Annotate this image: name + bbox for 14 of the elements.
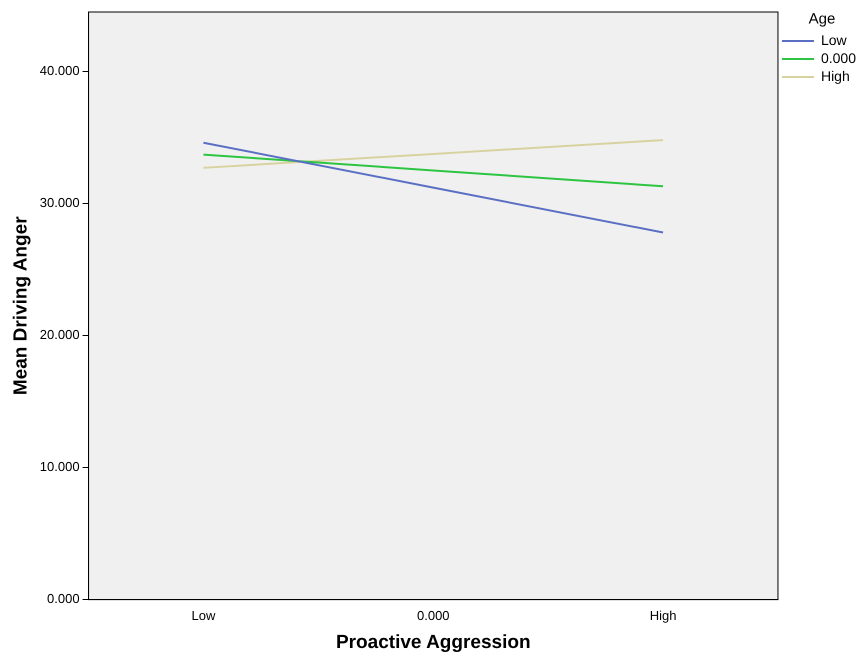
y-axis-title: Mean Driving Anger [10, 216, 32, 396]
x-tick-label: Low [192, 608, 216, 623]
y-tick-label: 40.000 [40, 63, 80, 78]
legend-label: High [820, 68, 850, 84]
x-tick-label: 0.000 [416, 608, 450, 623]
legend-label: Low [820, 32, 848, 48]
y-tick-label: 0.000 [47, 591, 80, 606]
legend-label: 0.000 [820, 50, 856, 66]
y-tick-label: 30.000 [40, 195, 80, 210]
y-tick-label: 10.000 [40, 459, 80, 474]
legend-title: Age [808, 10, 836, 28]
y-tick-label: 20.000 [40, 327, 80, 342]
x-axis-title: Proactive Aggression [336, 632, 531, 653]
x-tick-label: High [650, 608, 676, 623]
